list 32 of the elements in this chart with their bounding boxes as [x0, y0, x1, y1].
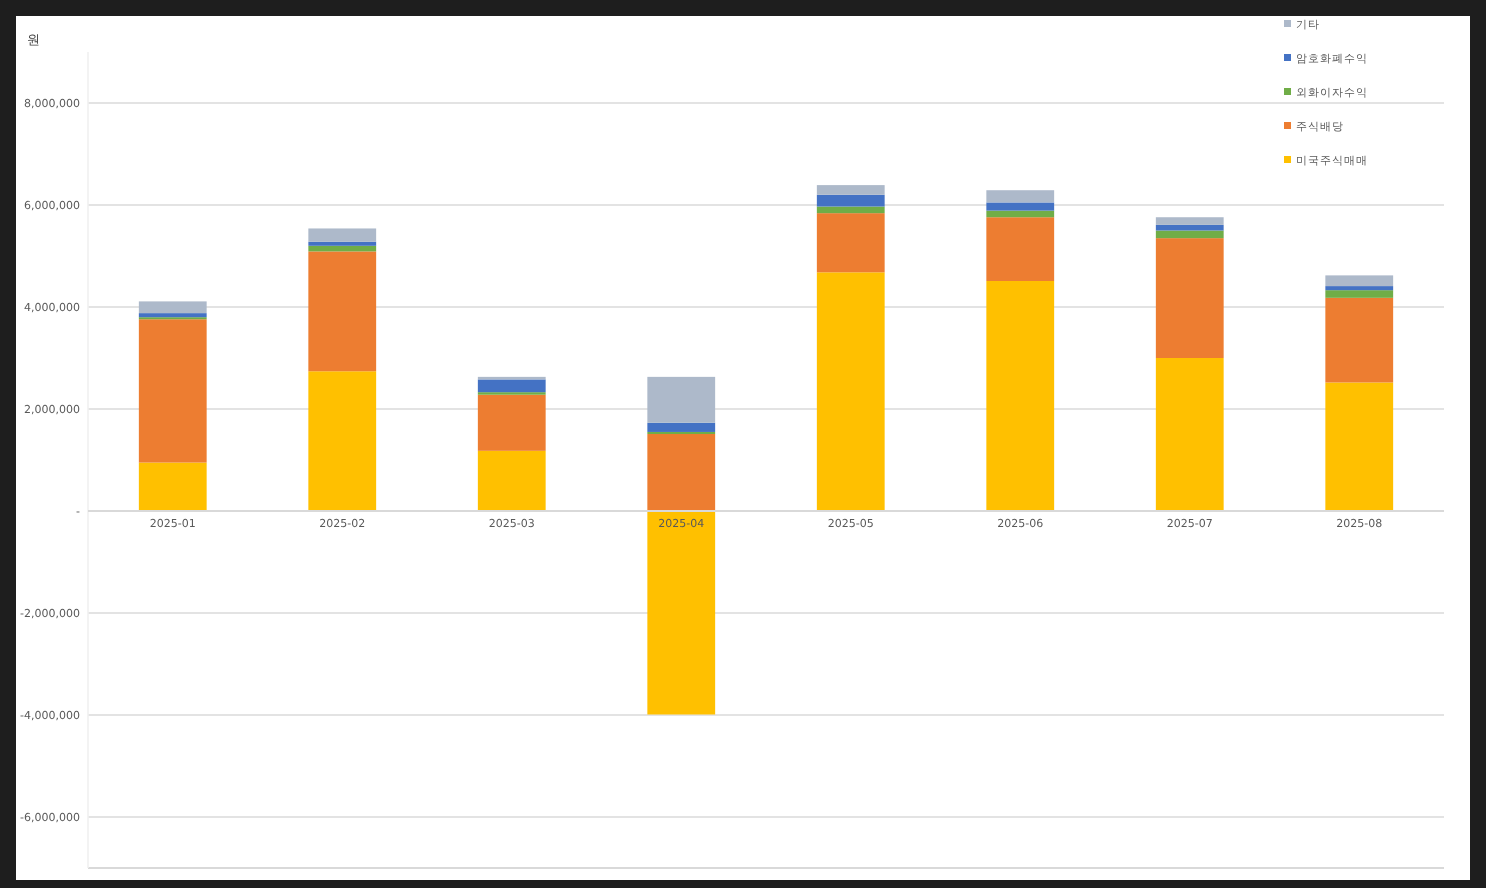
bar	[1155, 358, 1224, 511]
bar	[647, 422, 716, 432]
bar	[1155, 238, 1224, 358]
bar	[138, 319, 207, 463]
bar	[477, 450, 546, 511]
bar	[647, 376, 716, 423]
bar	[1155, 217, 1224, 225]
bar	[986, 280, 1055, 511]
bar	[986, 210, 1055, 218]
bar	[477, 379, 546, 393]
bar	[986, 202, 1055, 211]
bar	[816, 213, 885, 273]
bar	[1155, 230, 1224, 239]
bar	[308, 228, 377, 242]
bar	[986, 217, 1055, 281]
bar	[477, 394, 546, 451]
bar	[308, 371, 377, 511]
bar	[1155, 224, 1224, 231]
bar	[986, 190, 1055, 203]
bar	[1325, 275, 1394, 287]
bar	[647, 511, 716, 715]
bar	[1325, 297, 1394, 383]
bar	[308, 251, 377, 372]
bar	[1325, 382, 1394, 511]
bar	[816, 194, 885, 207]
bar	[816, 272, 885, 511]
bar	[1325, 290, 1394, 298]
bar	[647, 433, 716, 511]
bar	[816, 206, 885, 214]
bar	[138, 462, 207, 511]
bar	[816, 185, 885, 195]
bar	[138, 301, 207, 314]
